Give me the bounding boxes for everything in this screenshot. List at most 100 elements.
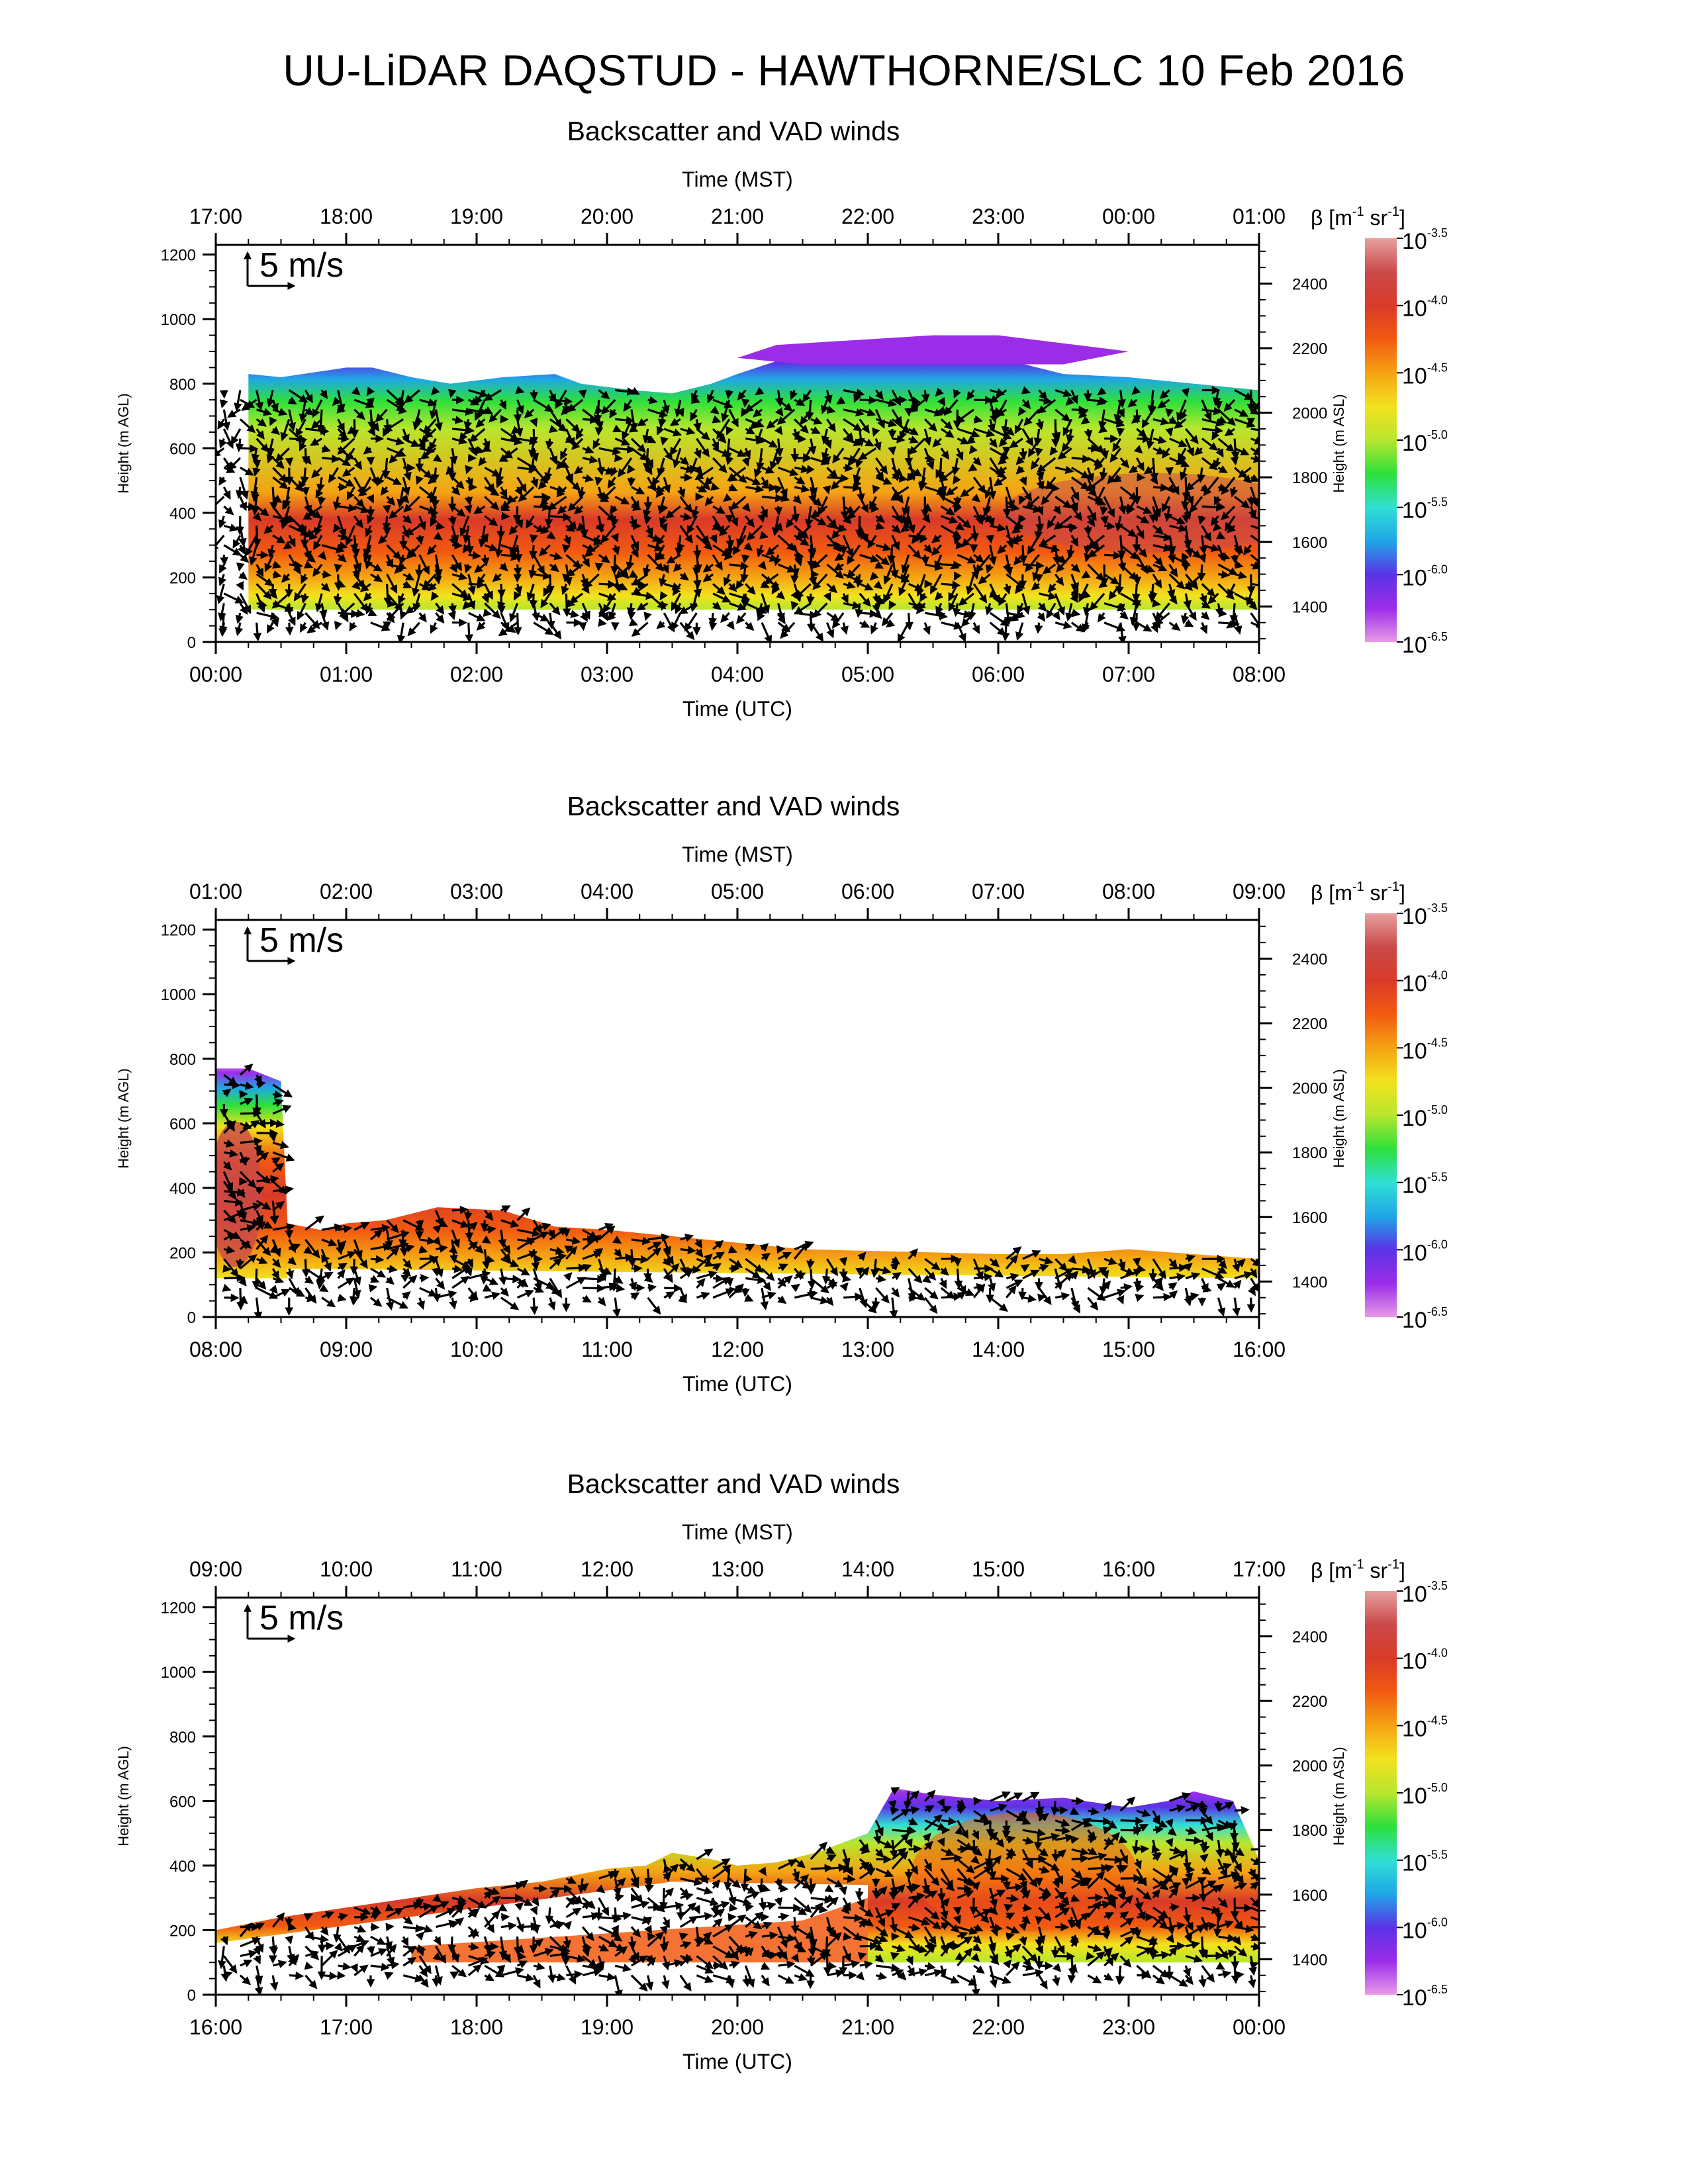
wind-arrow: [1035, 447, 1043, 457]
wind-arrow: [546, 531, 556, 539]
colorbar-tick-label: 10-6.5: [1402, 630, 1448, 658]
wind-arrow: [671, 593, 682, 612]
wind-arrow: [583, 1235, 596, 1244]
wind-arrow: [855, 1267, 864, 1277]
x-tick-label: 02:00: [450, 662, 503, 686]
wind-arrow: [402, 514, 412, 523]
wind-arrow: [679, 621, 695, 641]
wind-arrow: [549, 552, 563, 561]
wind-arrow: [249, 545, 258, 566]
wind-arrow: [887, 545, 896, 565]
wind-arrow: [839, 1268, 848, 1281]
wind-arrow: [321, 444, 331, 453]
wind-arrow: [566, 563, 584, 577]
y2-tick-label: 2200: [1292, 340, 1327, 358]
wind-arrow: [269, 1285, 278, 1295]
top-x-tick-label: 13:00: [711, 1557, 764, 1581]
colorbar: [1365, 238, 1397, 642]
wind-arrow: [515, 385, 525, 394]
wind-arrow: [498, 454, 509, 462]
wind-arrow: [1182, 1965, 1192, 1978]
wind-arrow: [387, 437, 405, 445]
wind-arrow: [533, 398, 554, 412]
wind-arrow: [656, 620, 666, 629]
wind-arrow: [1213, 1917, 1222, 1938]
top-x-tick-label: 02:00: [320, 880, 373, 903]
wind-arrow: [252, 525, 261, 548]
wind-arrow: [627, 477, 636, 487]
wind-arrow: [473, 505, 486, 514]
x-axis-label: Time (UTC): [682, 2050, 792, 2073]
wind-arrow: [402, 580, 412, 588]
wind-arrow: [334, 563, 343, 573]
colorbar-tick-label: 10-4.0: [1402, 969, 1448, 997]
wind-arrow: [972, 621, 980, 635]
wind-arrow: [710, 482, 720, 491]
wind-arrow: [1070, 621, 1085, 633]
wind-arrow: [807, 1268, 816, 1290]
wind-arrow: [1022, 1962, 1035, 1971]
x-tick-label: 19:00: [581, 2015, 633, 2039]
wind-arrow: [610, 467, 618, 477]
wind-arrow: [583, 573, 600, 589]
wind-arrow: [827, 541, 843, 550]
wind-arrow: [1055, 621, 1072, 629]
wind-arrow: [447, 1936, 456, 1954]
wind-arrow: [498, 399, 507, 410]
wind-arrow: [573, 465, 584, 475]
wind-arrow: [659, 574, 667, 588]
wind-arrow: [287, 535, 296, 548]
wind-arrow: [1119, 610, 1129, 620]
wind-arrow: [434, 555, 443, 578]
wind-arrow: [673, 563, 682, 572]
wind-arrow: [1088, 444, 1100, 453]
x-tick-label: 16:00: [189, 2015, 242, 2039]
top-x-tick-label: 01:00: [1233, 205, 1286, 228]
wind-arrow: [218, 516, 226, 529]
wind-arrow: [897, 621, 910, 642]
wind-arrow: [253, 622, 262, 642]
wind-arrow: [321, 582, 330, 592]
wind-arrow: [448, 603, 457, 614]
wind-arrow: [218, 603, 226, 622]
x-tick-label: 21:00: [841, 2015, 894, 2039]
x-tick-label: 13:00: [841, 1338, 894, 1361]
wind-arrow: [234, 622, 244, 637]
colorbar-label: β [m-1 sr-1]: [1311, 205, 1405, 230]
colorbar-tick-label: 10-5.5: [1402, 1171, 1448, 1199]
wind-arrow: [266, 438, 275, 457]
wind-arrow: [986, 1820, 995, 1838]
wind-arrow: [580, 516, 588, 539]
wind-arrow: [451, 582, 469, 598]
wind-arrow: [843, 483, 862, 492]
y2-tick-label: 1600: [1292, 1209, 1327, 1227]
y-tick-label: 400: [169, 1180, 196, 1198]
wind-arrow: [839, 545, 848, 555]
wind-arrow: [509, 602, 519, 623]
wind-arrow: [250, 477, 259, 500]
wind-arrow: [380, 486, 389, 496]
wind-arrow: [643, 516, 652, 525]
wind-arrow: [582, 474, 594, 482]
wind-arrow: [647, 543, 664, 552]
wind-arrow: [269, 1936, 278, 1956]
panel-3: Backscatter and VAD winds Time (MST) 16:00…: [115, 1469, 1448, 2073]
wind-arrow: [1001, 622, 1010, 642]
figure-title: UU-LiDAR DAQSTUD - HAWTHORNE/SLC 10 Feb …: [283, 46, 1405, 95]
wind-arrow: [496, 1964, 506, 1974]
wind-arrow: [397, 622, 406, 642]
wind-arrow: [626, 603, 635, 617]
wind-arrow: [271, 612, 279, 627]
wind-arrow: [418, 554, 430, 575]
wind-arrow: [429, 437, 438, 451]
wind-arrow: [1246, 1297, 1256, 1313]
wind-arrow: [303, 512, 312, 520]
y-tick-label: 600: [169, 440, 196, 458]
top-x-tick-label: 16:00: [1102, 1557, 1155, 1581]
top-x-tick-label: 17:00: [1233, 1557, 1286, 1581]
wind-arrow: [741, 1288, 750, 1297]
wind-arrow: [305, 1215, 324, 1231]
wind-arrow: [663, 477, 671, 494]
wind-arrow: [741, 554, 750, 564]
wind-arrow: [430, 591, 440, 601]
